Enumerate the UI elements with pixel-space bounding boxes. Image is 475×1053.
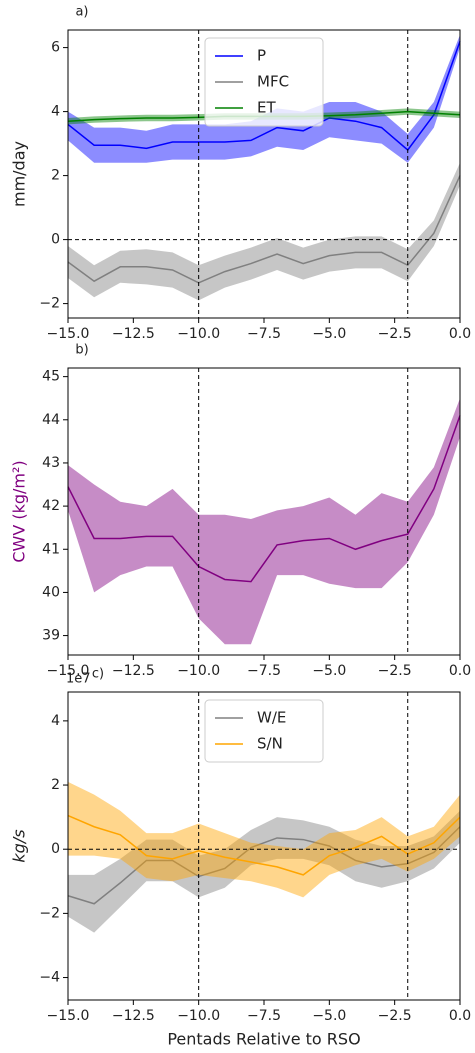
legend-label: P xyxy=(257,47,266,65)
y-tick-label: 42 xyxy=(42,498,60,514)
y-axis-label: CWV (kg/m²) xyxy=(10,460,29,562)
y-tick-label: 41 xyxy=(42,541,60,557)
x-tick-label: −5.0 xyxy=(312,1008,346,1024)
legend-box xyxy=(204,699,324,763)
x-tick-label: −10.0 xyxy=(177,326,220,342)
error-band xyxy=(68,398,460,645)
error-band xyxy=(68,781,460,898)
y-axis-label: kg/s xyxy=(10,829,29,862)
series-line xyxy=(67,175,461,284)
x-tick-label: 0.0 xyxy=(449,663,471,679)
x-tick-label: −5.0 xyxy=(312,663,346,679)
y-tick-label: −2 xyxy=(39,905,60,921)
y-tick-label: 0 xyxy=(51,841,60,857)
error-band xyxy=(68,162,460,301)
offset-text: 1e7 xyxy=(66,672,91,687)
y-tick-label: 39 xyxy=(42,628,60,644)
legend-label: ET xyxy=(257,99,276,117)
x-tick-label: 0.0 xyxy=(449,1008,471,1024)
error-band xyxy=(68,34,460,163)
panel-label: a) xyxy=(75,5,88,20)
y-tick-label: −4 xyxy=(39,970,60,986)
y-tick-label: 40 xyxy=(42,584,60,600)
x-tick-label: −15.0 xyxy=(47,326,90,342)
y-tick-label: 6 xyxy=(51,40,60,56)
panel-label: b) xyxy=(75,343,88,358)
legend-label: MFC xyxy=(257,73,289,91)
x-tick-label: −5.0 xyxy=(312,326,346,342)
error-band xyxy=(68,810,460,933)
series-line xyxy=(67,40,461,152)
y-tick-label: 43 xyxy=(42,455,60,471)
legend-label: S/N xyxy=(257,735,283,753)
x-tick-label: −10.0 xyxy=(177,1008,220,1024)
x-tick-label: −2.5 xyxy=(378,1008,412,1024)
x-tick-label: −2.5 xyxy=(378,663,412,679)
x-axis-label: Pentads Relative to RSO xyxy=(167,1030,360,1049)
y-tick-label: 0 xyxy=(51,232,60,248)
y-tick-label: 4 xyxy=(51,104,60,120)
series-line xyxy=(67,814,461,876)
x-tick-label: −12.5 xyxy=(112,1008,155,1024)
x-tick-label: −7.5 xyxy=(247,1008,281,1024)
y-tick-label: 2 xyxy=(51,777,60,793)
x-tick-label: −12.5 xyxy=(112,663,155,679)
y-tick-label: −2 xyxy=(39,296,60,312)
legend-box xyxy=(204,37,324,127)
x-tick-label: −15.0 xyxy=(47,663,90,679)
y-tick-label: 2 xyxy=(51,168,60,184)
panel-label: c) xyxy=(92,667,104,682)
y-axis-label: mm/day xyxy=(10,141,29,207)
x-tick-label: 0.0 xyxy=(449,326,471,342)
y-tick-label: 45 xyxy=(42,369,60,385)
y-tick-label: 44 xyxy=(42,412,60,428)
x-tick-label: −2.5 xyxy=(378,326,412,342)
legend-label: W/E xyxy=(257,709,286,727)
x-tick-label: −7.5 xyxy=(247,326,281,342)
x-tick-label: −10.0 xyxy=(177,663,220,679)
x-tick-label: −7.5 xyxy=(247,663,281,679)
x-tick-label: −12.5 xyxy=(112,326,155,342)
x-tick-label: −15.0 xyxy=(47,1008,90,1024)
series-line xyxy=(67,826,461,905)
series-line xyxy=(67,415,461,583)
y-tick-label: 4 xyxy=(51,713,60,729)
